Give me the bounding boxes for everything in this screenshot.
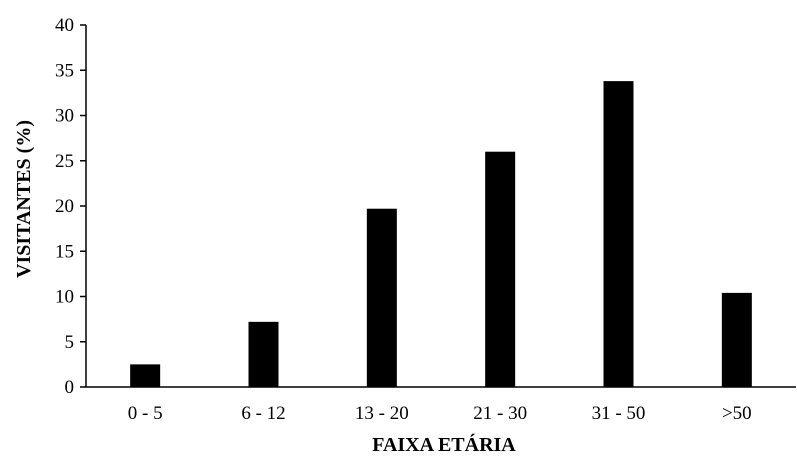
bar <box>721 292 752 387</box>
bar <box>248 321 279 387</box>
x-tick-label: 6 - 12 <box>241 403 285 424</box>
bar <box>603 81 634 388</box>
x-tick-label: 31 - 50 <box>592 403 646 424</box>
y-axis-ticks: 0 5 10 15 20 25 30 35 40 <box>55 15 86 398</box>
bar <box>130 364 161 387</box>
y-tick-label: 0 <box>65 377 75 398</box>
bar <box>485 151 516 387</box>
y-axis-title: VISITANTES (%) <box>13 120 35 278</box>
y-tick-label: 40 <box>55 15 74 36</box>
x-tick-label: >50 <box>722 403 752 424</box>
x-tick-label: 13 - 20 <box>355 403 409 424</box>
y-tick-label: 30 <box>55 106 74 127</box>
bar <box>366 208 397 387</box>
y-tick-label: 20 <box>55 196 74 217</box>
y-tick-label: 5 <box>65 332 75 353</box>
y-tick-label: 10 <box>55 287 74 308</box>
y-tick-label: 15 <box>55 241 74 262</box>
bars-group <box>130 81 752 388</box>
y-tick-label: 25 <box>55 151 74 172</box>
y-tick-label: 35 <box>55 60 74 81</box>
x-axis-title: FAIXA ETÁRIA <box>372 433 516 456</box>
x-tick-label: 0 - 5 <box>128 403 163 424</box>
x-tick-label: 21 - 30 <box>473 403 527 424</box>
x-axis-ticks: 0 - 5 6 - 12 13 - 20 21 - 30 31 - 50 >50 <box>128 403 752 424</box>
